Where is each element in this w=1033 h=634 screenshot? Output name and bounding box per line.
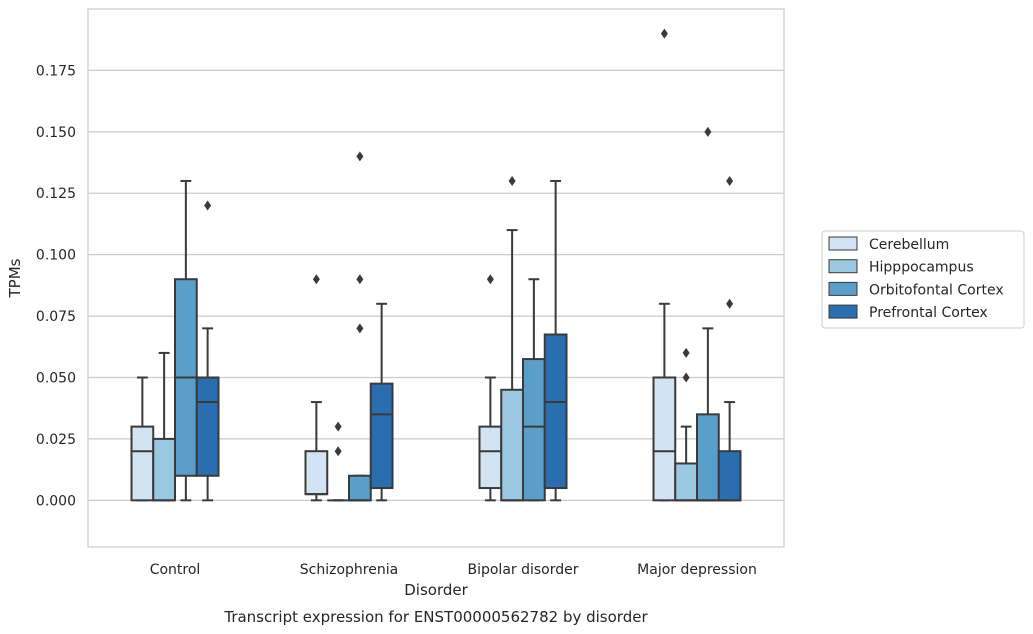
outlier-point <box>660 28 668 39</box>
box-iqr <box>369 382 394 490</box>
outlier-point <box>704 126 712 137</box>
box-iqr <box>478 425 503 490</box>
box-cerebellum <box>478 274 503 502</box>
box-iqr <box>717 450 742 502</box>
y-tick-label: 0.100 <box>36 248 76 264</box>
box-prefrontal-cortex <box>717 175 742 502</box>
outlier-point <box>508 175 516 186</box>
box-iqr <box>522 358 546 502</box>
x-tick-label: Schizophrenia <box>300 562 398 578</box>
box-iqr <box>348 474 372 502</box>
box-prefrontal-cortex <box>195 200 220 502</box>
y-tick-label: 0.025 <box>36 432 76 448</box>
box-hipppocampus <box>327 421 349 502</box>
box-iqr <box>152 437 176 502</box>
box-iqr <box>304 450 329 496</box>
box-iqr <box>652 376 677 502</box>
box-hipppocampus <box>674 347 698 502</box>
outlier-point <box>726 298 734 309</box>
legend-swatch <box>828 236 858 251</box>
box-cerebellum <box>652 28 677 502</box>
legend-swatch <box>828 259 858 274</box>
box-iqr <box>195 376 220 477</box>
y-tick-label: 0.000 <box>36 493 76 509</box>
outlier-point <box>356 323 364 334</box>
legend-swatch <box>828 281 858 296</box>
legend-label: Hipppocampus <box>869 260 974 276</box>
outlier-point <box>682 347 690 358</box>
box-series <box>130 28 742 502</box>
x-tick-labels: Control Schizophrenia Bipolar disorder Majo… <box>150 562 757 578</box>
chart-title: Transcript expression for ENST0000056278… <box>223 608 648 626</box>
box-orbitofontal-cortex <box>522 278 546 502</box>
legend-frame <box>821 230 1025 329</box>
y-tick-labels: 0.000 0.025 0.050 0.075 0.100 0.125 0.150 0.175 <box>36 63 76 509</box>
legend-label: Prefrontal Cortex <box>869 305 988 321</box>
y-tick-label: 0.175 <box>36 63 76 79</box>
box-iqr <box>130 425 155 502</box>
box-iqr <box>696 413 720 502</box>
box-cerebellum <box>304 274 329 502</box>
box-iqr <box>543 333 568 490</box>
y-tick-label: 0.125 <box>36 186 76 202</box>
box-hipppocampus <box>500 175 524 502</box>
legend-label: Cerebellum <box>869 237 949 253</box>
x-tick-label: Major depression <box>637 562 757 578</box>
outlier-point <box>726 175 734 186</box>
y-axis-title: TPMs <box>6 258 24 298</box>
box-orbitofontal-cortex <box>696 126 720 502</box>
box-prefrontal-cortex <box>369 302 394 502</box>
y-tick-label: 0.050 <box>36 370 76 386</box>
outlier-point <box>356 151 364 162</box>
y-tick-label: 0.150 <box>36 125 76 141</box>
outlier-point <box>356 274 364 285</box>
legend-label: Orbitofontal Cortex <box>869 282 1004 298</box>
x-tick-label: Control <box>150 562 201 578</box>
legend: Cerebellum Hipppocampus Orbitofontal Corte… <box>821 230 1025 329</box>
box-prefrontal-cortex <box>543 179 568 502</box>
outlier-point <box>334 421 342 432</box>
box-iqr <box>500 388 524 502</box>
outlier-point <box>312 274 320 285</box>
x-axis-title: Disorder <box>404 581 468 599</box>
outlier-point <box>334 446 342 457</box>
outlier-point <box>486 274 494 285</box>
box-iqr <box>674 462 698 502</box>
y-tick-label: 0.075 <box>36 309 76 325</box>
outlier-point <box>204 200 212 211</box>
x-tick-label: Bipolar disorder <box>467 562 578 578</box>
outlier-point <box>682 372 690 383</box>
legend-swatch <box>828 304 858 319</box>
